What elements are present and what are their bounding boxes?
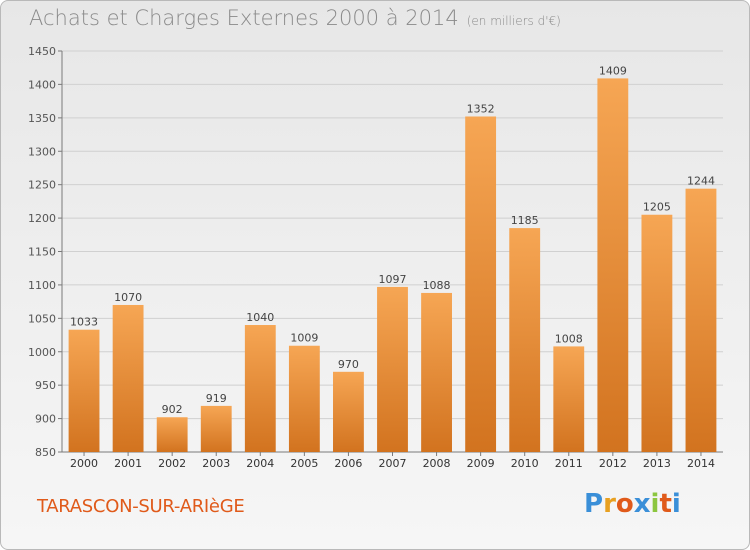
bar <box>288 345 320 452</box>
data-label: 1205 <box>643 201 671 214</box>
y-tick-label: 1150 <box>28 246 56 259</box>
y-tick-label: 1000 <box>28 346 56 359</box>
data-label: 1244 <box>687 175 715 188</box>
logo-letter: i <box>650 489 660 519</box>
x-tick-label: 2000 <box>70 457 98 470</box>
bar <box>68 329 100 452</box>
x-tick-label: 2010 <box>511 457 539 470</box>
y-tick-label: 1200 <box>28 212 56 225</box>
x-tick-label: 2012 <box>599 457 627 470</box>
bar <box>112 304 144 452</box>
chart-title: Achats et Charges Externes 2000 à 2014 (e… <box>29 6 561 30</box>
bar <box>156 417 188 452</box>
y-tick-label: 1400 <box>28 78 56 91</box>
y-tick-label: 1100 <box>28 279 56 292</box>
bar <box>377 286 408 452</box>
x-tick-label: 2005 <box>290 457 318 470</box>
x-tick-label: 2001 <box>114 457 142 470</box>
data-label: 1097 <box>379 273 407 286</box>
bar <box>244 325 276 452</box>
bar <box>597 78 629 452</box>
bar <box>685 188 717 452</box>
data-label: 1008 <box>555 332 583 345</box>
y-tick-label: 850 <box>35 446 56 459</box>
data-label: 1185 <box>511 214 539 227</box>
data-label: 1070 <box>114 291 142 304</box>
data-label: 1040 <box>246 311 274 324</box>
logo-letter: x <box>633 489 651 519</box>
x-tick-label: 2014 <box>687 457 715 470</box>
bar <box>553 346 585 452</box>
y-tick-label: 1450 <box>28 45 56 58</box>
x-tick-label: 2013 <box>643 457 671 470</box>
bar <box>421 292 452 452</box>
data-label: 1352 <box>467 102 495 115</box>
logo-letter: i <box>671 489 681 519</box>
y-tick-label: 1050 <box>28 312 56 325</box>
x-tick-label: 2004 <box>246 457 274 470</box>
x-tick-label: 2006 <box>334 457 362 470</box>
x-tick-label: 2003 <box>202 457 230 470</box>
proxiti-logo: Proxiti <box>584 489 681 519</box>
y-tick-label: 1250 <box>28 179 56 192</box>
data-label: 1033 <box>70 316 98 329</box>
y-tick-label: 900 <box>35 413 56 426</box>
bar <box>509 228 541 452</box>
bar <box>465 116 497 452</box>
data-label: 902 <box>162 403 183 416</box>
data-label: 1088 <box>423 279 451 292</box>
bar <box>641 214 673 452</box>
y-tick-label: 1350 <box>28 112 56 125</box>
data-label: 970 <box>338 358 359 371</box>
x-tick-label: 2011 <box>555 457 583 470</box>
logo-letter: r <box>603 489 616 519</box>
data-label: 1009 <box>290 332 318 345</box>
logo-letter: P <box>584 489 604 519</box>
x-tick-label: 2007 <box>379 457 407 470</box>
chart-title-text: Achats et Charges Externes 2000 à 2014 <box>29 6 459 30</box>
bar <box>200 405 232 452</box>
data-label: 1409 <box>599 64 627 77</box>
logo-letter: o <box>615 489 634 519</box>
bar <box>333 371 364 452</box>
y-tick-label: 950 <box>35 379 56 392</box>
x-tick-label: 2009 <box>467 457 495 470</box>
chart-unit: (en milliers d'€) <box>466 14 561 28</box>
data-label: 919 <box>206 392 227 405</box>
city-name: TARASCON-SUR-ARIèGE <box>37 496 245 517</box>
logo-letter: t <box>659 489 672 519</box>
x-tick-label: 2008 <box>423 457 451 470</box>
x-tick-label: 2002 <box>158 457 186 470</box>
y-tick-label: 1300 <box>28 145 56 158</box>
